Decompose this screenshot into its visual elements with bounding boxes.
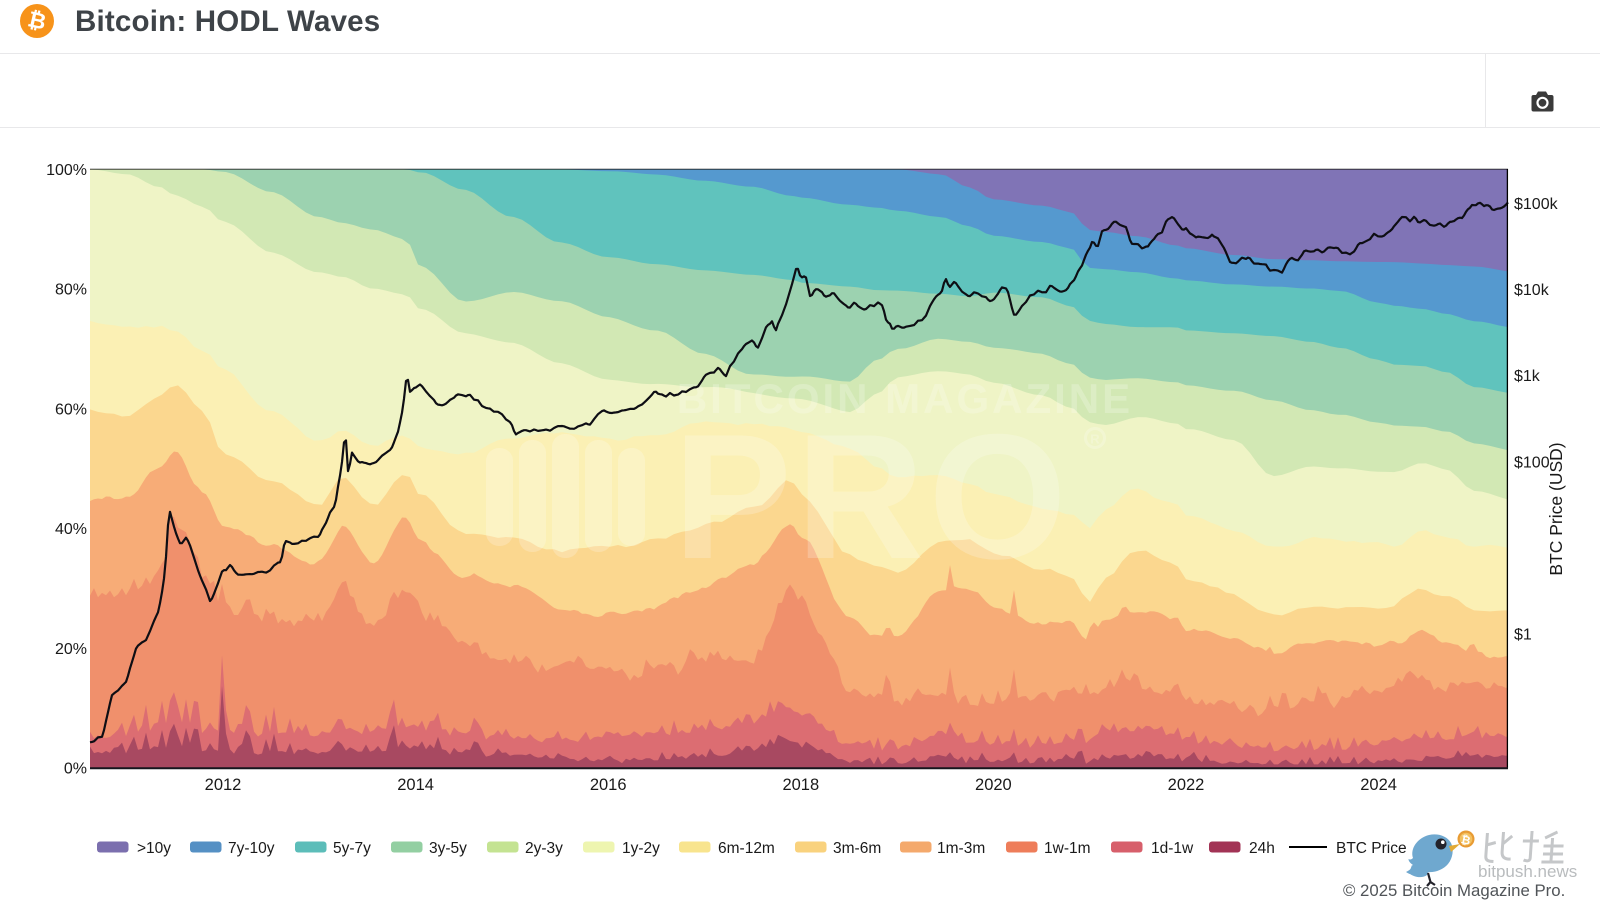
svg-text:2024: 2024 (1360, 776, 1397, 794)
svg-text:1d-1w: 1d-1w (1151, 840, 1194, 857)
svg-text:$1: $1 (1514, 627, 1532, 644)
svg-text:20%: 20% (55, 641, 87, 658)
svg-text:2020: 2020 (975, 776, 1012, 794)
svg-text:bitpush.news: bitpush.news (1478, 862, 1577, 881)
svg-text:$1k: $1k (1514, 368, 1541, 385)
svg-text:$10k: $10k (1514, 282, 1550, 299)
svg-text:1w-1m: 1w-1m (1044, 840, 1091, 857)
svg-text:1m-3m: 1m-3m (937, 840, 985, 857)
svg-text:60%: 60% (55, 401, 87, 418)
svg-text:2014: 2014 (397, 776, 434, 794)
svg-text:5y-7y: 5y-7y (333, 840, 371, 857)
svg-text:2y-3y: 2y-3y (525, 840, 563, 857)
svg-text:100%: 100% (46, 162, 87, 179)
svg-text:2018: 2018 (782, 776, 819, 794)
svg-text:BITCOIN MAGAZINE: BITCOIN MAGAZINE (677, 375, 1133, 422)
svg-text:40%: 40% (55, 521, 87, 538)
svg-text:₿: ₿ (1460, 834, 1472, 848)
svg-text:7y-10y: 7y-10y (228, 840, 275, 857)
svg-text:BTC Price: BTC Price (1336, 840, 1407, 857)
svg-text:6m-12m: 6m-12m (718, 840, 775, 857)
svg-text:24h: 24h (1249, 840, 1275, 857)
svg-text:$100: $100 (1514, 454, 1550, 471)
svg-text:2022: 2022 (1168, 776, 1205, 794)
svg-text:2016: 2016 (590, 776, 627, 794)
svg-text:>10y: >10y (137, 840, 171, 857)
svg-text:2012: 2012 (205, 776, 242, 794)
svg-text:3m-6m: 3m-6m (833, 840, 881, 857)
svg-text:3y-5y: 3y-5y (429, 840, 467, 857)
svg-text:1y-2y: 1y-2y (622, 840, 660, 857)
svg-text:80%: 80% (55, 282, 87, 299)
svg-text:0%: 0% (64, 761, 87, 778)
svg-text:R: R (1090, 432, 1100, 447)
svg-text:$100k: $100k (1514, 196, 1559, 213)
svg-text:BTC Price (USD): BTC Price (USD) (1546, 442, 1566, 575)
svg-text:PRO: PRO (673, 397, 1071, 596)
